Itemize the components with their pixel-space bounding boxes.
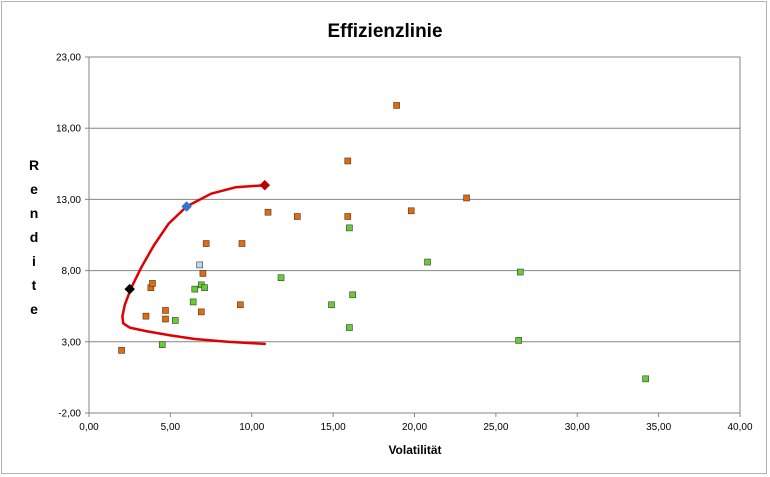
y-axis-label-char: d (30, 229, 39, 245)
x-tick-label: 5,00 (161, 422, 181, 433)
data-point (424, 258, 431, 266)
data-point (393, 102, 400, 109)
y-axis-label-char: t (32, 277, 37, 293)
data-series (118, 102, 649, 383)
data-point (199, 270, 207, 277)
x-axis-label: Volatilität (388, 443, 441, 457)
highlight-point (124, 283, 136, 295)
y-axis-label-char: i (32, 253, 36, 269)
data-point (346, 324, 353, 331)
data-point (516, 268, 524, 276)
data-point (328, 301, 335, 309)
data-point (142, 312, 150, 320)
data-point (162, 315, 169, 323)
data-point (346, 224, 353, 232)
data-point (407, 207, 415, 215)
data-point (515, 337, 522, 344)
x-tick-label: 0,00 (79, 422, 99, 433)
data-point (202, 240, 210, 247)
y-tick-label: -2,00 (58, 409, 81, 420)
y-tick-label: 3,00 (62, 337, 82, 348)
gridlines (89, 56, 740, 414)
data-point (201, 284, 208, 291)
chart-title: Effizienzlinie (327, 21, 442, 42)
x-tick-label: 10,00 (239, 422, 264, 433)
y-axis-label-char: e (30, 301, 38, 317)
y-tick-label: 8,00 (62, 266, 82, 277)
y-axis-label-char: n (30, 205, 39, 221)
y-tick-label: 18,00 (56, 124, 81, 135)
data-point (196, 261, 203, 269)
data-point (189, 298, 197, 306)
plot-area (88, 56, 741, 414)
data-point (191, 285, 199, 293)
y-axis-label-char: R (29, 157, 39, 173)
x-tick-label: 15,00 (321, 422, 346, 433)
efficient-frontier-line (121, 183, 267, 346)
data-point (238, 240, 246, 247)
data-point (294, 213, 301, 220)
y-tick-label: 13,00 (56, 195, 81, 206)
x-tick-label: 25,00 (483, 422, 508, 433)
data-point (344, 157, 352, 165)
data-point (277, 274, 285, 282)
x-tick-label: 20,00 (402, 422, 427, 433)
y-axis-ticks: -2,00 3,00 8,00 13,00 18,00 23,00 (56, 53, 89, 420)
x-tick-label: 30,00 (565, 422, 590, 433)
x-tick-label: 40,00 (727, 422, 752, 433)
data-point (162, 307, 169, 314)
highlight-point (181, 201, 193, 212)
highlight-point (259, 179, 271, 191)
y-axis-label-char: e (30, 181, 38, 197)
x-tick-label: 35,00 (646, 422, 671, 433)
data-point (171, 317, 179, 324)
y-tick-label: 23,00 (56, 53, 81, 64)
x-axis-ticks: 0,00 5,00 10,00 15,00 20,00 25,00 30,00 35,00 40… (79, 413, 753, 433)
plot-border (88, 56, 741, 414)
data-point (463, 194, 470, 202)
data-point (118, 347, 125, 354)
data-point (149, 280, 156, 287)
data-point (642, 375, 649, 383)
data-point (158, 341, 166, 348)
data-point (264, 208, 272, 216)
data-point (237, 301, 244, 309)
data-point (349, 291, 356, 299)
data-point (344, 213, 352, 220)
data-point (197, 308, 205, 316)
